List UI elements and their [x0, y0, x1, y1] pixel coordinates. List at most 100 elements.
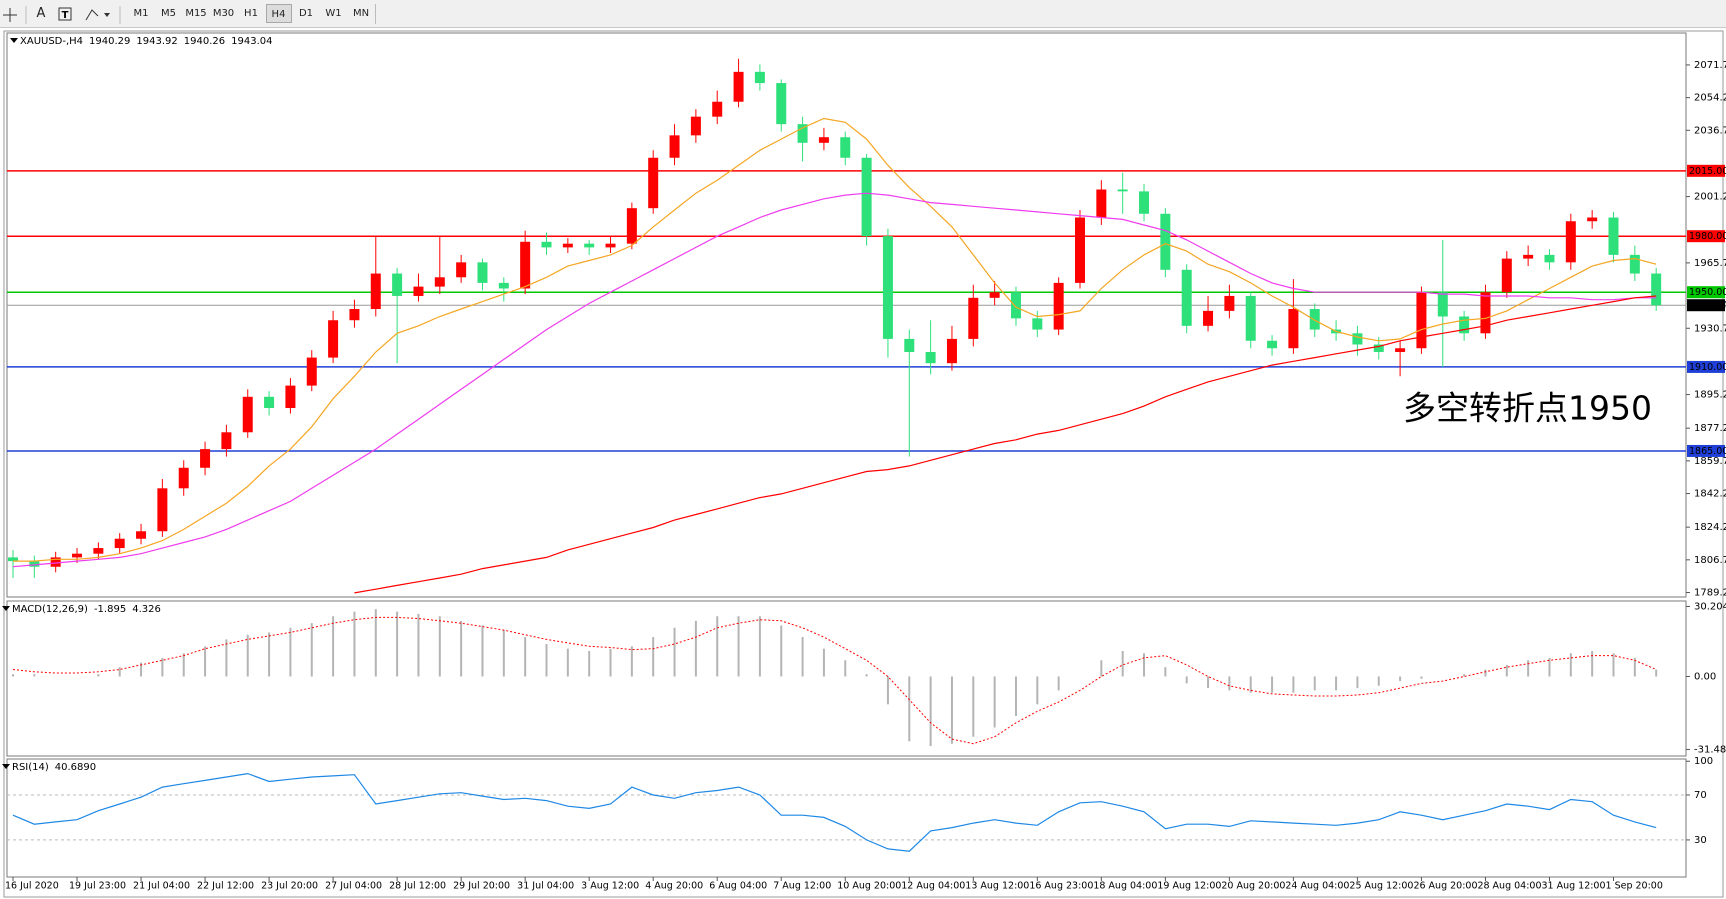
candle-body	[1501, 258, 1512, 293]
candle-body	[1629, 254, 1640, 274]
x-tick-label: 25 Aug 12:00	[1349, 881, 1413, 892]
text-label-icon[interactable]: T	[62, 10, 69, 21]
candle-body	[136, 531, 147, 539]
text-label-icon[interactable]	[58, 7, 72, 21]
x-tick-label: 21 Jul 04:00	[133, 881, 190, 892]
last-price-label: 1943.04	[1689, 300, 1726, 311]
toolbar: T A M1 M5 M15 M30 H1 H4 D1 W1 MN	[0, 0, 1726, 28]
y-tick-label: 1859.70	[1694, 456, 1726, 467]
rsi-line	[12, 772, 1657, 852]
timeframe-button[interactable]: M1	[133, 8, 149, 19]
x-tick-label: 16 Aug 23:00	[1029, 881, 1093, 892]
candle-body	[1480, 292, 1491, 334]
x-tick-label: 28 Jul 12:00	[389, 881, 446, 892]
candle-body	[1224, 295, 1235, 311]
timeframe-button[interactable]: M15	[185, 8, 207, 19]
candle-body	[1565, 221, 1576, 263]
x-tick-label: 13 Aug 12:00	[965, 881, 1029, 892]
header-value: -1.895	[94, 604, 126, 615]
moving-average	[12, 192, 1657, 568]
x-tick-label: 19 Aug 12:00	[1157, 881, 1221, 892]
candle-body	[157, 488, 168, 532]
y-tick-label: 1930.70	[1694, 323, 1726, 334]
moving-average	[354, 295, 1657, 594]
candle-body	[989, 292, 1000, 298]
header-value: 1943.92	[136, 36, 177, 47]
candle-body	[93, 548, 104, 554]
header-value: 4.326	[132, 604, 161, 615]
candle-body	[306, 357, 317, 386]
candle-body	[882, 236, 893, 339]
y-tick-label: 1842.20	[1694, 489, 1726, 500]
indicator-header: XAUUSD-,H4 1940.29 1943.92 1940.26 1943.04	[20, 36, 272, 47]
level-label: 2015.00	[1689, 166, 1726, 177]
candle-body	[200, 449, 211, 468]
dropdown-arrow[interactable]	[104, 13, 110, 17]
y-tick-label: -31.482	[1694, 744, 1726, 755]
timeframe-button[interactable]: H4	[265, 4, 292, 23]
candle-body	[648, 157, 659, 209]
candle-body	[562, 243, 573, 248]
text-tool[interactable]: A	[36, 6, 46, 21]
candle-body	[690, 116, 701, 136]
candle-body	[946, 338, 957, 364]
candle-body	[264, 396, 275, 409]
y-tick-label: 0.00	[1694, 671, 1716, 682]
candle-body	[1608, 217, 1619, 255]
candle-body	[1309, 309, 1320, 330]
x-tick-label: 4 Aug 20:00	[645, 881, 703, 892]
indicator-header: RSI(14) 40.6890	[12, 762, 96, 773]
y-tick-label: 30	[1694, 835, 1707, 846]
y-tick-label: 2001.20	[1694, 192, 1726, 203]
timeframe-button[interactable]: MN	[352, 8, 370, 19]
candle-body	[797, 124, 808, 143]
candle-body	[669, 135, 680, 158]
level-label: 1950.00	[1689, 287, 1726, 298]
candle-body	[1010, 292, 1021, 319]
candle-body	[1651, 273, 1662, 306]
chart: 2071.70 2054.20 2036.70 2001.20 1965.70 1930.…	[2, 30, 1726, 898]
header-marker	[2, 606, 10, 611]
candle-body	[1288, 309, 1299, 349]
x-tick-label: 22 Jul 12:00	[197, 881, 254, 892]
candle-body	[1395, 348, 1406, 352]
x-tick-label: 12 Aug 04:00	[901, 881, 965, 892]
x-tick-label: 26 Aug 20:00	[1413, 881, 1477, 892]
y-tick-label: 1789.20	[1694, 588, 1726, 599]
x-tick-label: 1 Sep 20:00	[1606, 881, 1663, 892]
candle-body	[8, 557, 18, 562]
candle-body	[434, 277, 445, 287]
signal-line	[12, 616, 1657, 745]
header-value: 1940.26	[184, 36, 225, 47]
timeframe-button[interactable]: H1	[244, 8, 258, 19]
candle-body	[349, 309, 360, 321]
y-tick-label: 100	[1694, 756, 1713, 767]
y-tick-label: 1877.20	[1694, 423, 1726, 434]
candle-body	[1352, 333, 1363, 345]
candle-body	[328, 320, 339, 358]
candle-body	[1203, 310, 1214, 326]
y-tick-label: 1965.70	[1694, 258, 1726, 269]
candle-body	[1267, 340, 1278, 349]
timeframe-button[interactable]: W1	[325, 8, 342, 19]
separator	[375, 4, 376, 24]
candle-body	[1416, 292, 1427, 349]
annotation: 多空转折点1950	[1403, 389, 1652, 428]
shapes-icon[interactable]	[85, 9, 99, 21]
x-tick-label: 3 Aug 12:00	[581, 881, 639, 892]
x-tick-label: 10 Aug 20:00	[837, 881, 901, 892]
candle-body	[541, 241, 552, 248]
y-tick-label: 1895.20	[1694, 390, 1726, 401]
timeframe-button[interactable]: M30	[212, 8, 235, 19]
candle-body	[1117, 189, 1128, 192]
x-tick-label: 18 Aug 04:00	[1093, 881, 1157, 892]
timeframe-button[interactable]: D1	[298, 8, 314, 19]
timeframe-button[interactable]: M5	[161, 8, 176, 19]
candle-body	[520, 241, 531, 289]
y-tick-label: 2036.70	[1694, 125, 1726, 136]
indicator-header: MACD(12,26,9) -1.895 4.326	[12, 604, 161, 615]
header-title: RSI(14)	[12, 762, 49, 773]
header-value: 40.6890	[55, 762, 96, 773]
level-label-box	[1687, 286, 1725, 299]
candle-body	[1544, 254, 1555, 263]
